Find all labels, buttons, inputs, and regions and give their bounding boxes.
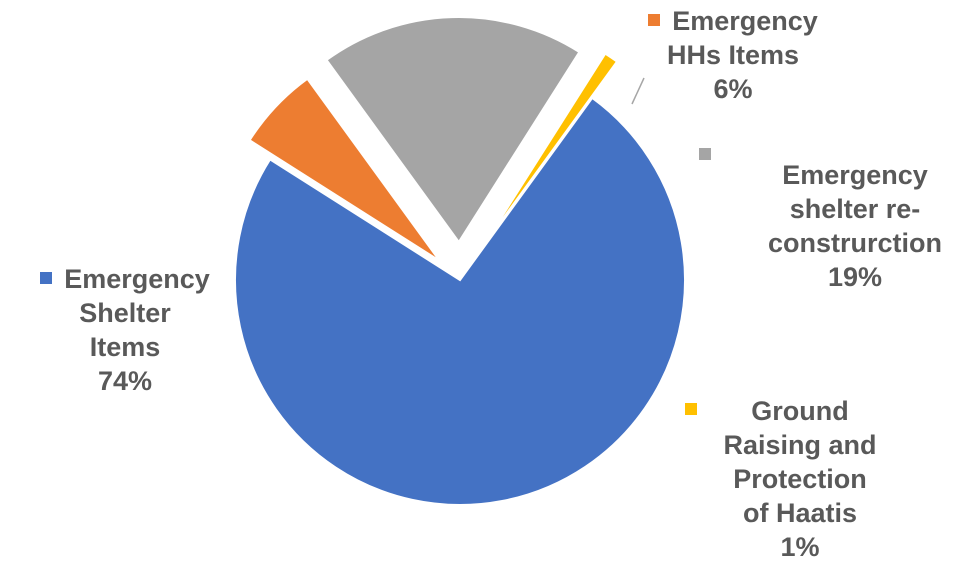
label-line: Shelter	[79, 298, 171, 328]
label-line: Protection	[733, 464, 867, 494]
label-ground-raising-protection-haatis: Ground Raising and Protection of Haatis …	[700, 394, 900, 564]
label-line: Emergency	[64, 264, 210, 294]
label-line: shelter re-	[789, 194, 921, 224]
label-line: of Haatis	[742, 498, 858, 528]
legend-key-yellow	[685, 403, 697, 415]
percent-label: 74%	[97, 366, 153, 396]
label-line: construrction	[767, 228, 942, 258]
pie-slices	[234, 16, 686, 506]
label-line: Items	[89, 332, 161, 362]
legend-key-orange	[648, 13, 661, 26]
pie-slice-emergency-shelter-re-construrction	[325, 16, 581, 244]
label-line: Emergency	[672, 6, 818, 36]
label-line: Ground	[751, 396, 849, 426]
legend-key-blue	[40, 271, 53, 284]
label-line: Raising and	[723, 430, 877, 460]
label-emergency-shelter-items: Emergency Shelter Items 74%	[10, 262, 240, 398]
percent-label: 6%	[713, 74, 753, 104]
pie-slice-ground-raising-and-protection-of-haatis	[483, 52, 619, 245]
percent-label: 19%	[827, 262, 883, 292]
pie-slice-emergency-hhs-items	[248, 77, 441, 262]
label-line: HHs Items	[666, 40, 800, 70]
leader-line-emergency-hhs-items	[631, 77, 645, 105]
label-emergency-shelter-reconstruction: Emergency shelter re- construrction 19%	[745, 158, 965, 294]
pie-slice-emergency-shelter-items	[234, 96, 686, 506]
label-line: Emergency	[782, 160, 928, 190]
percent-label: 1%	[780, 532, 820, 562]
label-emergency-hhs-items: Emergency HHs Items 6%	[618, 4, 848, 106]
legend-key-gray	[699, 148, 711, 160]
